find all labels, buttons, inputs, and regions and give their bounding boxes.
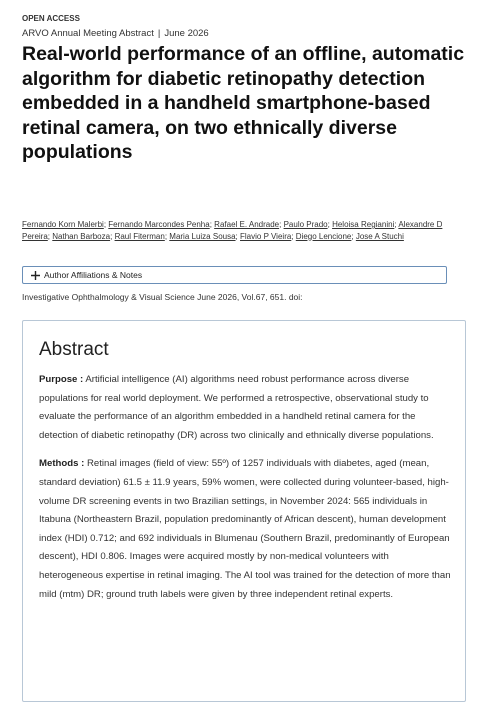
author-link[interactable]: Jose A Stuchi (355, 231, 404, 241)
author-link[interactable]: Rafael E. Andrade (214, 220, 280, 229)
separator: | (157, 28, 161, 39)
author-link[interactable]: Diego Lencione (295, 231, 352, 241)
author-separator: ; (327, 220, 330, 229)
author-link[interactable]: Fernando Korn Malerbi (22, 220, 104, 229)
author-link[interactable]: Maria Luiza Sousa (169, 231, 236, 241)
author-link[interactable]: Raul Fiterman (114, 231, 165, 241)
section-label: Purpose : (39, 374, 84, 385)
abstract-sections: Purpose : Artificial intelligence (AI) a… (39, 371, 454, 614)
toggle-label: Author Affiliations & Notes (44, 270, 143, 280)
author-link[interactable]: Fernando Marcondes Penha (108, 220, 210, 229)
badge: OPEN ACCESS (22, 14, 80, 23)
abstract-box: Abstract Purpose : Artificial intelligen… (22, 320, 466, 702)
article-type: ARVO Annual Meeting Abstract (22, 28, 154, 39)
authors: Fernando Korn Malerbi; Fernando Marconde… (22, 219, 472, 242)
author-link[interactable]: Paulo Prado (283, 220, 328, 229)
author-separator: ; (110, 231, 113, 241)
section-label: Methods : (39, 458, 85, 470)
author-separator: ; (291, 231, 294, 241)
plus-icon (31, 271, 40, 281)
author-separator: ; (394, 220, 397, 229)
author-link[interactable]: Heloisa Regianini (332, 220, 395, 229)
author-separator: ; (47, 231, 51, 241)
page-body: OPEN ACCESS ARVO Annual Meeting Abstract… (22, 14, 472, 702)
page: Abstract {"header": {"badge": "OPEN ACCE… (22, 14, 472, 702)
meta: ARVO Annual Meeting Abstract | June 2026 (22, 28, 213, 39)
author-link[interactable]: Nathan Barboza (52, 231, 111, 241)
author-separator: ; (103, 220, 107, 229)
author-separator: ; (164, 231, 168, 241)
citation: Investigative Ophthalmology & Visual Sci… (22, 292, 303, 302)
section-text: Retinal images (field of view: 55º) of 1… (39, 458, 451, 600)
author-separator: ; (279, 220, 282, 229)
abstract-heading: Abstract (39, 339, 109, 360)
author-separator: ; (209, 220, 212, 229)
author-link[interactable]: Alexandre D Pereira (22, 220, 443, 241)
author-separator: ; (235, 231, 238, 241)
section-text: Artificial intelligence (AI) algorithms … (39, 374, 434, 441)
title: Real-world performance of an offline, au… (22, 43, 465, 163)
date: June 2026 (164, 28, 209, 39)
abstract-section: Purpose : Artificial intelligence (AI) a… (39, 371, 454, 445)
affiliations-toggle[interactable]: Author Affiliations & Notes (22, 266, 447, 284)
author-link[interactable]: Flavio P Vieira (240, 231, 292, 241)
abstract-section: Methods : Retinal images (field of view:… (39, 455, 454, 604)
author-separator: ; (351, 231, 354, 241)
